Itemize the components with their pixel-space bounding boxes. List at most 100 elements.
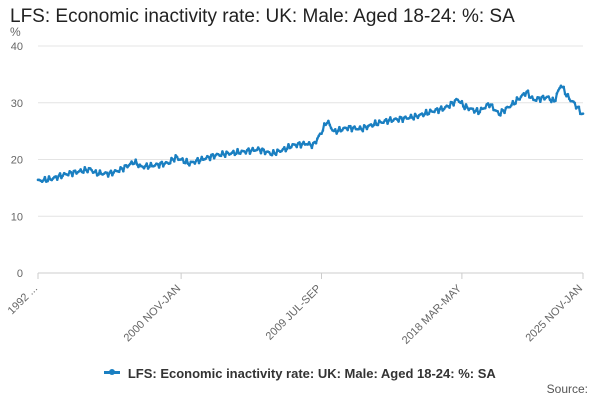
data-point [460, 99, 464, 103]
data-point [89, 167, 92, 170]
data-point [503, 111, 506, 115]
data-point [515, 96, 519, 99]
legend[interactable]: LFS: Economic inactivity rate: UK: Male:… [0, 366, 600, 381]
data-point [61, 174, 65, 178]
x-tick-label: 1992 ... [6, 283, 40, 317]
data-point [577, 105, 581, 109]
data-point [496, 110, 499, 113]
data-point [439, 105, 443, 108]
data-point [82, 171, 85, 174]
data-point [183, 161, 187, 165]
data-point [230, 151, 234, 155]
data-point [558, 86, 561, 90]
data-point [384, 117, 388, 121]
data-point [329, 126, 333, 130]
data-point [349, 124, 352, 128]
data-point [433, 110, 436, 114]
data-point [142, 166, 146, 170]
data-point [133, 162, 136, 165]
data-point [372, 123, 376, 127]
data-point [547, 95, 550, 98]
data-point [43, 175, 47, 179]
data-point [486, 102, 490, 105]
data-point [353, 125, 356, 128]
data-point [255, 148, 259, 152]
data-point [317, 134, 321, 138]
data-point [250, 149, 253, 152]
data-point [306, 143, 310, 146]
data-point [161, 165, 165, 168]
data-point [422, 114, 425, 118]
data-point [307, 140, 311, 144]
data-point [471, 107, 475, 111]
data-point [382, 121, 385, 125]
data-point [79, 168, 82, 171]
data-point [272, 149, 275, 152]
data-point [256, 146, 260, 149]
data-point [244, 152, 248, 155]
data-point [280, 149, 283, 153]
data-point [135, 163, 139, 166]
data-point [360, 127, 363, 131]
data-point [46, 179, 49, 183]
legend-swatch-icon [104, 369, 121, 375]
data-point [423, 112, 427, 116]
data-point [386, 122, 389, 125]
data-point [287, 142, 290, 146]
data-point [550, 100, 553, 104]
data-point [289, 146, 293, 149]
data-point [270, 153, 274, 157]
data-point [97, 173, 100, 176]
data-point [461, 105, 465, 108]
data-point [299, 146, 303, 149]
data-point [232, 149, 235, 153]
data-point [501, 109, 505, 112]
data-point [263, 152, 267, 156]
data-point [435, 107, 439, 110]
data-point [490, 103, 494, 106]
data-point [207, 155, 210, 159]
data-point [541, 94, 545, 98]
data-point [510, 103, 513, 107]
data-point [387, 119, 391, 122]
data-point [336, 129, 340, 133]
data-point [357, 127, 360, 131]
y-tick-label: 0 [17, 268, 23, 280]
data-point [109, 169, 113, 173]
y-tick-label: 20 [11, 155, 23, 167]
x-tick-label: 2025 NOV-JAN [523, 283, 585, 345]
data-point [188, 164, 191, 167]
data-point [274, 153, 278, 157]
data-point [373, 119, 377, 122]
data-point [302, 140, 305, 144]
data-point [94, 169, 98, 172]
data-point [448, 106, 451, 109]
data-point [298, 141, 301, 144]
data-point [196, 156, 199, 160]
data-point [239, 152, 242, 155]
data-point [346, 128, 349, 132]
data-point [328, 123, 332, 127]
data-point [134, 158, 138, 161]
data-point [55, 178, 59, 181]
data-point [262, 148, 266, 151]
data-point [130, 160, 133, 163]
data-point [86, 170, 89, 174]
data-point [160, 160, 164, 164]
data-point [548, 98, 552, 102]
data-point [42, 179, 45, 182]
data-point [58, 172, 62, 175]
series-group [36, 84, 585, 183]
data-point [477, 112, 480, 116]
gridlines [38, 45, 583, 217]
x-tick-label: 2009 JUL-SEP [264, 283, 324, 343]
data-point [413, 112, 417, 116]
data-point [534, 99, 538, 103]
data-point [153, 164, 157, 167]
data-point [320, 132, 323, 135]
data-point [395, 118, 399, 121]
data-point [267, 150, 271, 154]
data-point [316, 137, 319, 140]
data-point [566, 92, 570, 96]
data-point [555, 92, 559, 95]
